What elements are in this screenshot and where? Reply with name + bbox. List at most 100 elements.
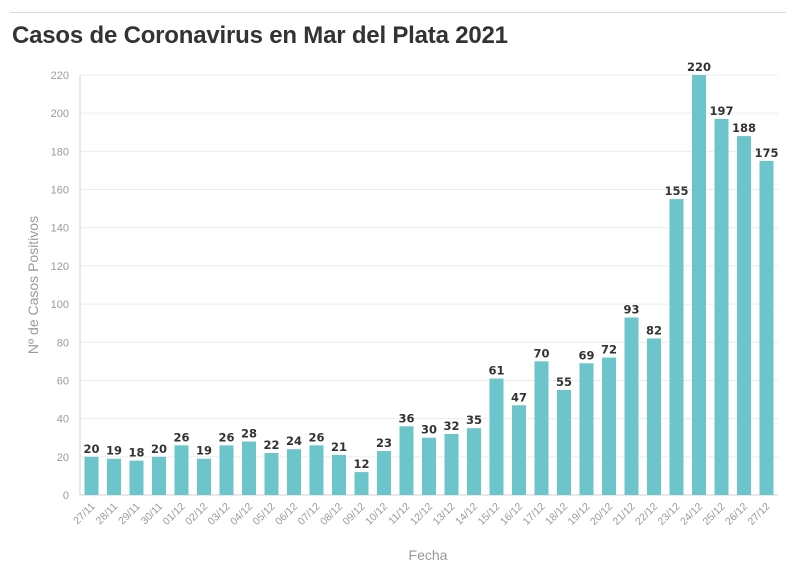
bar	[422, 437, 436, 495]
bar-value-label: 175	[754, 146, 778, 160]
x-tick-label: 03/12	[206, 501, 233, 528]
y-tick-label: 180	[51, 146, 69, 158]
bar-value-label: 19	[196, 444, 212, 458]
bar-value-label: 188	[732, 121, 756, 135]
bar	[467, 428, 481, 495]
bar	[624, 317, 639, 495]
y-tick-label: 60	[57, 375, 69, 387]
x-tick-label: 04/12	[228, 501, 255, 528]
x-tick-label: 22/12	[633, 501, 660, 528]
bar-value-label: 35	[466, 413, 482, 427]
bar	[759, 160, 774, 495]
gridlines	[80, 74, 778, 458]
x-tick-label: 07/12	[296, 501, 323, 528]
y-axis-title: Nº de Casos Positivos	[25, 216, 41, 354]
bar-value-label: 93	[623, 302, 639, 316]
x-tick-label: 17/12	[521, 501, 548, 528]
bar	[557, 390, 571, 495]
chart-title: Casos de Coronavirus en Mar del Plata 20…	[12, 22, 508, 49]
bar-value-label: 70	[533, 346, 549, 360]
bar-value-label: 26	[218, 430, 234, 444]
bar	[152, 456, 166, 495]
y-tick-label: 120	[51, 261, 69, 273]
x-tick-label: 29/11	[116, 501, 143, 528]
x-tick-label: 14/12	[453, 501, 480, 528]
x-tick-label: 15/12	[476, 501, 503, 528]
bar	[489, 378, 504, 495]
bar	[714, 118, 729, 495]
bar	[534, 361, 549, 495]
x-tick-label: 02/12	[183, 501, 210, 528]
bar-value-label: 55	[556, 375, 572, 389]
x-tick-label: 23/12	[656, 501, 683, 528]
bar	[129, 460, 144, 495]
x-axis-title: Fecha	[409, 547, 448, 563]
bar-value-label: 220	[687, 60, 711, 74]
x-tick-label: 19/12	[566, 501, 593, 528]
bar-value-label: 47	[511, 390, 527, 404]
bar-value-label: 19	[106, 444, 122, 458]
bar	[399, 426, 414, 495]
bar-value-label: 22	[263, 438, 279, 452]
bar-value-label: 18	[128, 446, 144, 460]
x-tick-label: 18/12	[543, 501, 570, 528]
bar-value-labels: 20 19 18 20 26 19 26 28 22 24 26 21 12 23 36 30 32 35 61 47…	[83, 60, 778, 471]
bar	[579, 363, 594, 495]
bar	[354, 472, 369, 495]
bar	[737, 136, 751, 495]
y-tick-labels: 0 20 40 60 80 100 120 140 160 180 200 220	[51, 70, 69, 502]
x-tick-label: 21/12	[611, 501, 638, 528]
bar	[669, 199, 684, 495]
bar-value-label: 12	[353, 457, 369, 471]
x-tick-label: 12/12	[408, 501, 435, 528]
x-tick-label: 24/12	[678, 501, 705, 528]
bar	[197, 458, 211, 495]
bar	[84, 456, 99, 495]
bar-value-label: 26	[308, 430, 324, 444]
bar	[107, 458, 121, 495]
bar-value-label: 20	[83, 442, 99, 456]
x-tick-label: 08/12	[318, 501, 345, 528]
bar	[242, 441, 256, 495]
bar	[377, 451, 391, 495]
x-tick-label: 28/11	[94, 501, 121, 528]
bar	[287, 449, 301, 495]
x-tick-label: 01/12	[161, 501, 188, 528]
x-tick-label: 13/12	[431, 501, 458, 528]
x-tick-label: 09/12	[341, 501, 368, 528]
x-tick-label: 26/12	[723, 501, 750, 528]
x-tick-label: 27/11	[71, 501, 98, 528]
x-tick-label: 06/12	[273, 501, 300, 528]
x-tick-label: 05/12	[251, 501, 278, 528]
top-divider	[10, 12, 786, 13]
y-tick-label: 140	[51, 223, 69, 235]
x-tick-label: 20/12	[588, 501, 615, 528]
bar	[692, 75, 706, 495]
bar	[332, 454, 346, 495]
bar-value-label: 72	[601, 343, 617, 357]
x-tick-labels: 27/1128/1129/1130/1101/1202/1203/1204/12…	[71, 501, 773, 528]
bar	[309, 445, 324, 495]
y-tick-label: 80	[57, 337, 69, 349]
bar-value-label: 24	[286, 434, 302, 448]
y-tick-label: 40	[57, 414, 69, 426]
y-tick-label: 20	[57, 452, 69, 464]
y-tick-label: 100	[51, 299, 69, 311]
x-tick-label: 27/12	[746, 501, 773, 528]
y-tick-label: 160	[51, 185, 69, 197]
bar-value-label: 26	[173, 430, 189, 444]
bar-value-label: 28	[241, 427, 257, 441]
y-tick-label: 220	[51, 70, 69, 82]
bar-value-label: 197	[709, 104, 733, 118]
bar-value-label: 36	[398, 411, 414, 425]
x-tick-label: 10/12	[363, 501, 390, 528]
x-tick-label: 25/12	[701, 501, 728, 528]
bars	[84, 75, 774, 495]
x-tick-label: 30/11	[139, 501, 166, 528]
bar	[174, 445, 189, 495]
bar-value-label: 32	[443, 419, 459, 433]
bar	[264, 453, 279, 495]
bar-value-label: 20	[151, 442, 167, 456]
bar-value-label: 21	[331, 440, 347, 454]
